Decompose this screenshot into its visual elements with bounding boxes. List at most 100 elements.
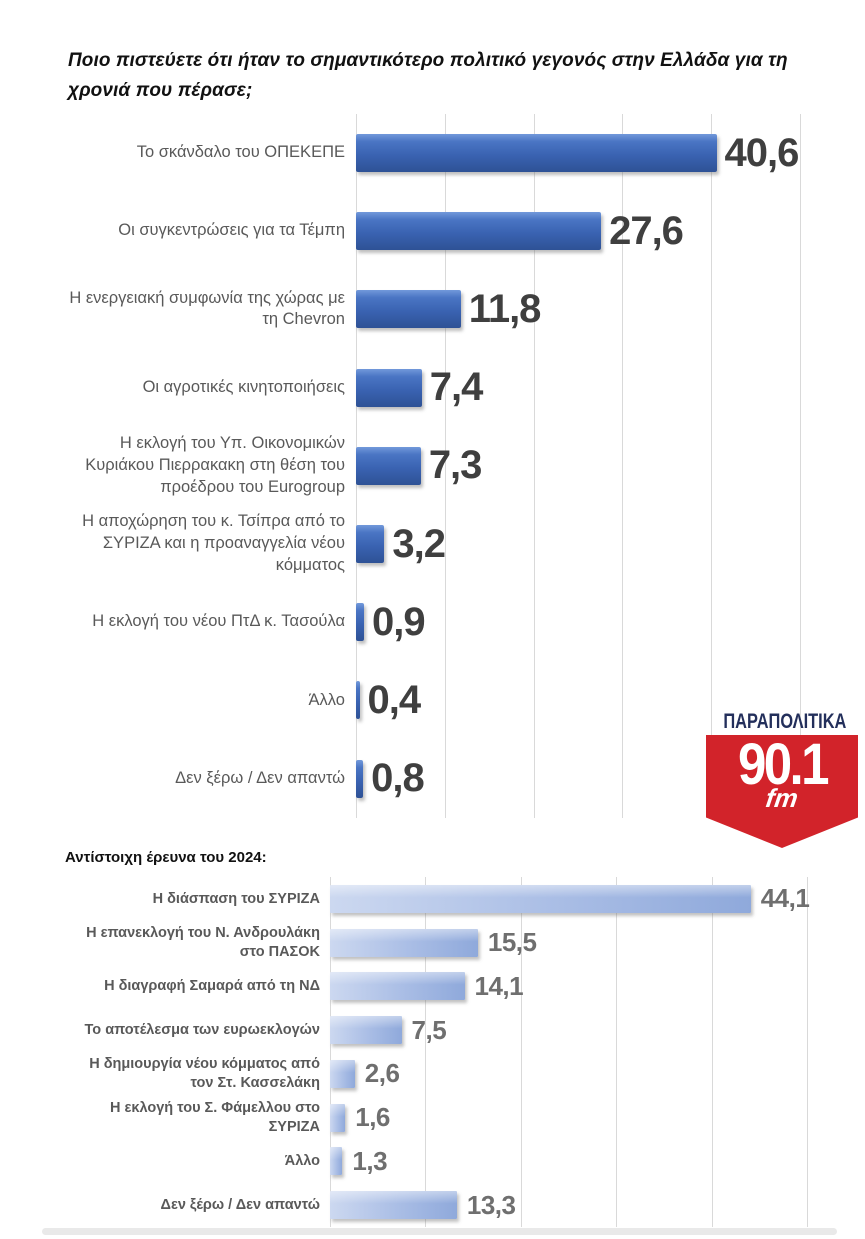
value-label: 13,3	[466, 1189, 516, 1220]
gridline	[616, 877, 618, 1227]
gridline	[622, 114, 624, 818]
value-label: 11,8	[468, 286, 542, 331]
bar-rows: Η διάσπαση του ΣΥΡΙΖΑ 44,1 Η επανεκλογή το…	[65, 877, 825, 1227]
value-label: 14,1	[474, 970, 524, 1001]
bar	[330, 1059, 355, 1088]
category-label: Η διαγραφή Σαμαρά από τη ΝΔ	[104, 978, 320, 995]
value-label: 44,1	[760, 883, 810, 914]
bar-row: Η εκλογή του Υπ. Οικονομικών Κυριάκου Πι…	[65, 427, 821, 505]
bar	[356, 368, 422, 407]
bar-row: Άλλο 1,3	[65, 1140, 825, 1184]
bar-area: 0,4	[356, 661, 821, 739]
gridline	[533, 114, 535, 818]
category-label: Άλλο	[308, 690, 345, 709]
bar-area: 27,6	[356, 192, 821, 270]
category-label: Οι συγκεντρώσεις για τα Τέμπη	[118, 221, 345, 240]
bar	[356, 525, 385, 564]
bar-area: 1,6	[330, 1096, 825, 1140]
bar-rows: Το σκάνδαλο του ΟΠΕΚΕΠΕ 40,6 Οι συγκεντρώσ…	[65, 114, 821, 818]
bar-area: 7,4	[356, 349, 821, 427]
gridline	[711, 877, 713, 1227]
category-label: Η ενεργειακή συμφωνία της χώρας με τη Ch…	[69, 288, 345, 329]
bar	[330, 972, 465, 1001]
logo-station-name: ΠΑΡΑΠΟΛΙΤΙΚΑ	[723, 710, 847, 733]
category-label: Η επανεκλογή του Ν. Ανδρουλάκη στο ΠΑΣΟΚ	[86, 925, 320, 960]
bar-row: Η ενεργειακή συμφωνία της χώρας με τη Ch…	[65, 270, 821, 348]
bar	[330, 1016, 402, 1045]
value-label: 0,9	[371, 599, 426, 644]
bar-area: 40,6	[356, 114, 821, 192]
value-label: 1,3	[352, 1145, 388, 1176]
chart-2025-political-events: Το σκάνδαλο του ΟΠΕΚΕΠΕ 40,6 Οι συγκεντρώσ…	[65, 114, 821, 818]
bar-area: 44,1	[330, 877, 825, 921]
value-label: 27,6	[609, 208, 684, 253]
category-label: Η εκλογή του νέου ΠτΔ κ. Τασούλα	[92, 612, 345, 631]
bar-row: Δεν ξέρω / Δεν απαντώ 13,3	[65, 1183, 825, 1227]
bar	[330, 1191, 457, 1220]
bar-area: 3,2	[356, 505, 821, 583]
category-label: Το σκάνδαλο του ΟΠΕΚΕΠΕ	[136, 143, 345, 162]
bar-row: Η εκλογή του νέου ΠτΔ κ. Τασούλα 0,9	[65, 583, 821, 661]
bar-row: Δεν ξέρω / Δεν απαντώ 0,8	[65, 740, 821, 818]
value-label: 0,4	[367, 677, 422, 722]
category-label: Η εκλογή του Σ. Φάμελλου στο ΣΥΡΙΖΑ	[109, 1100, 320, 1135]
bar-row: Άλλο 0,4	[65, 661, 821, 739]
bar-area: 13,3	[330, 1183, 825, 1227]
gridline	[800, 114, 801, 818]
gridline-layer	[330, 877, 825, 1227]
value-label: 7,4	[429, 365, 484, 410]
bar	[356, 134, 717, 173]
gridline	[330, 877, 331, 1227]
bar-area: 1,3	[330, 1140, 825, 1184]
bar-area: 11,8	[356, 270, 821, 348]
bar	[330, 928, 478, 957]
category-label: Άλλο	[284, 1153, 320, 1170]
category-label: Η διάσπαση του ΣΥΡΙΖΑ	[152, 890, 320, 907]
bar	[330, 1103, 346, 1132]
bar-area: 0,8	[356, 740, 821, 818]
category-label: Το αποτέλεσμα των ευρωεκλογών	[84, 1021, 320, 1038]
bar-area: 2,6	[330, 1052, 825, 1096]
bottom-divider	[42, 1228, 837, 1235]
category-label: Η εκλογή του Υπ. Οικονομικών Κυριάκου Πι…	[85, 434, 345, 496]
bar-row: Οι αγροτικές κινητοποιήσεις 7,4	[65, 349, 821, 427]
bar-row: Το αποτέλεσμα των ευρωεκλογών 7,5	[65, 1008, 825, 1052]
gridline	[425, 877, 427, 1227]
bar-area: 7,5	[330, 1008, 825, 1052]
value-label: 7,5	[411, 1014, 447, 1045]
logo-band: fm	[764, 782, 801, 813]
value-label: 1,6	[355, 1102, 390, 1133]
value-label: 0,8	[371, 756, 425, 801]
bar	[356, 681, 360, 720]
value-label: 3,2	[392, 521, 446, 566]
parapolitika-radio-logo: ΠΑΡΑΠΟΛΙΤΙΚΑ 90.1 fm	[706, 710, 858, 848]
bar-row: Η αποχώρηση του κ. Τσίπρα από το ΣΥΡΙΖΑ …	[65, 505, 821, 583]
section2-header: Αντίστοιχη έρευνα του 2024:	[65, 849, 267, 866]
bar-row: Η διαγραφή Σαμαρά από τη ΝΔ 14,1	[65, 965, 825, 1009]
bar-area: 14,1	[330, 965, 825, 1009]
category-label: Δεν ξέρω / Δεν απαντώ	[175, 768, 345, 787]
category-label: Οι αγροτικές κινητοποιήσεις	[142, 377, 345, 396]
gridline	[711, 114, 713, 818]
bar	[356, 212, 602, 251]
logo-frequency: 90.1	[737, 732, 829, 797]
value-label: 15,5	[487, 927, 537, 958]
bar-row: Οι συγκεντρώσεις για τα Τέμπη 27,6	[65, 192, 821, 270]
bar	[356, 759, 364, 798]
value-label: 7,3	[428, 443, 483, 488]
bar	[356, 290, 461, 329]
category-label: Δεν ξέρω / Δεν απαντώ	[160, 1196, 320, 1213]
bar-area: 15,5	[330, 921, 825, 965]
bar-row: Η επανεκλογή του Ν. Ανδρουλάκη στο ΠΑΣΟΚ…	[65, 921, 825, 965]
bar	[330, 1147, 343, 1176]
category-label: Η δημιουργία νέου κόμματος από τον Στ. Κ…	[89, 1056, 320, 1091]
gridline	[444, 114, 446, 818]
chart-2024-political-events: Η διάσπαση του ΣΥΡΙΖΑ 44,1 Η επανεκλογή το…	[65, 877, 825, 1227]
bar-row: Η διάσπαση του ΣΥΡΙΖΑ 44,1	[65, 877, 825, 921]
bar	[330, 884, 751, 913]
gridline	[520, 877, 522, 1227]
category-label: Η αποχώρηση του κ. Τσίπρα από το ΣΥΡΙΖΑ …	[82, 512, 345, 574]
value-label: 40,6	[724, 130, 800, 175]
bar	[356, 446, 421, 485]
